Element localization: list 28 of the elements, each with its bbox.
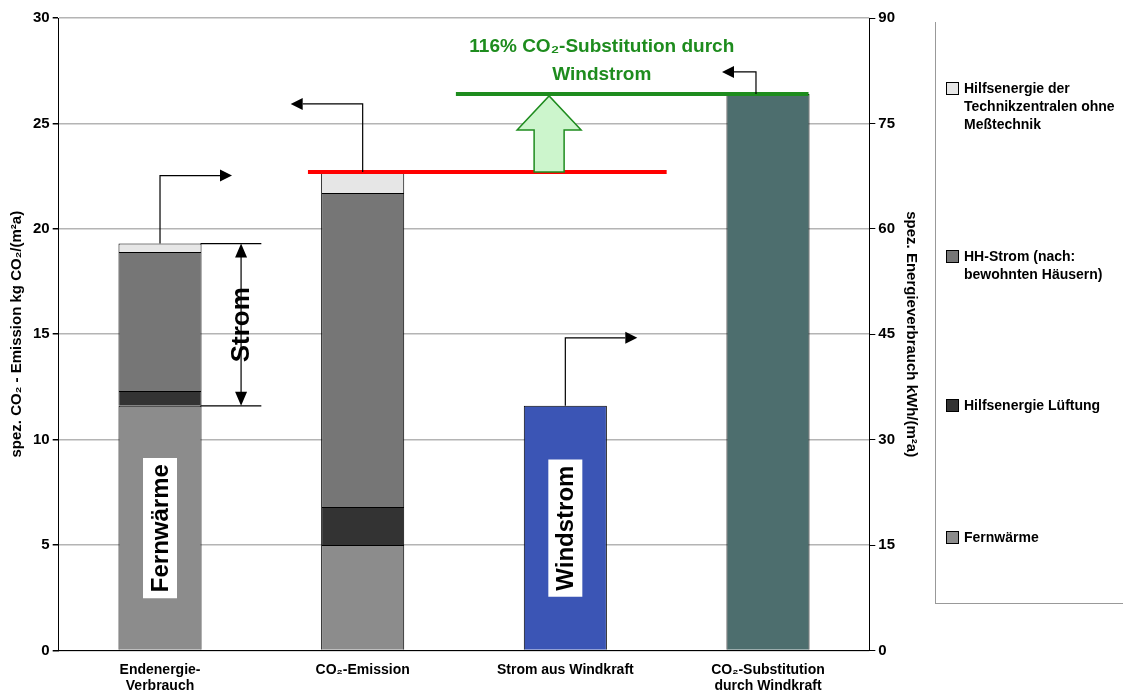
annotation: Strom xyxy=(225,287,256,363)
x-tick-label: CO₂-Emission xyxy=(315,660,410,677)
y2-axis-title: spez. Energieverbrauch kWh/(m²a) xyxy=(903,211,921,458)
y-tick-label: 0 xyxy=(41,640,50,658)
legend-label: HH-Strom (nach: bewohnten Häusern) xyxy=(964,246,1104,283)
y2-tick-label: 0 xyxy=(878,640,887,658)
y2-tick-label: 75 xyxy=(878,113,895,131)
y-tick-label: 20 xyxy=(33,218,50,236)
y2-tick-label: 30 xyxy=(878,429,895,447)
x-tick-label: CO₂-Substitution durch Windkraft xyxy=(711,660,825,694)
y-tick-label: 25 xyxy=(33,113,50,131)
y2-tick-label: 15 xyxy=(878,535,895,553)
legend-label: Hilfsenergie der Technikzentralen ohne Meßtechnik xyxy=(964,78,1116,133)
ref-line-label: 116% CO₂-Substitution durch Windstrom xyxy=(469,34,735,84)
y-tick-label: 15 xyxy=(33,324,50,342)
x-tick-label: Endenergie-Verbrauch xyxy=(119,660,201,694)
legend-label: Hilfsenergie Lüftung xyxy=(964,396,1101,415)
y2-tick-label: 45 xyxy=(878,324,895,342)
annotation: Fernwärme xyxy=(145,464,173,593)
y2-tick-label: 90 xyxy=(878,8,895,26)
y-tick-label: 5 xyxy=(41,535,50,553)
annotation: Windstrom xyxy=(550,465,578,591)
y-tick-label: 10 xyxy=(33,429,50,447)
y2-tick-label: 60 xyxy=(878,218,895,236)
x-tick-label: Strom aus Windkraft xyxy=(496,660,635,677)
y-tick-label: 30 xyxy=(33,8,50,26)
y-axis-title: spez. CO₂ - Emission kg CO₂/(m²a) xyxy=(7,210,25,458)
legend-label: Fernwärme xyxy=(964,528,1039,547)
